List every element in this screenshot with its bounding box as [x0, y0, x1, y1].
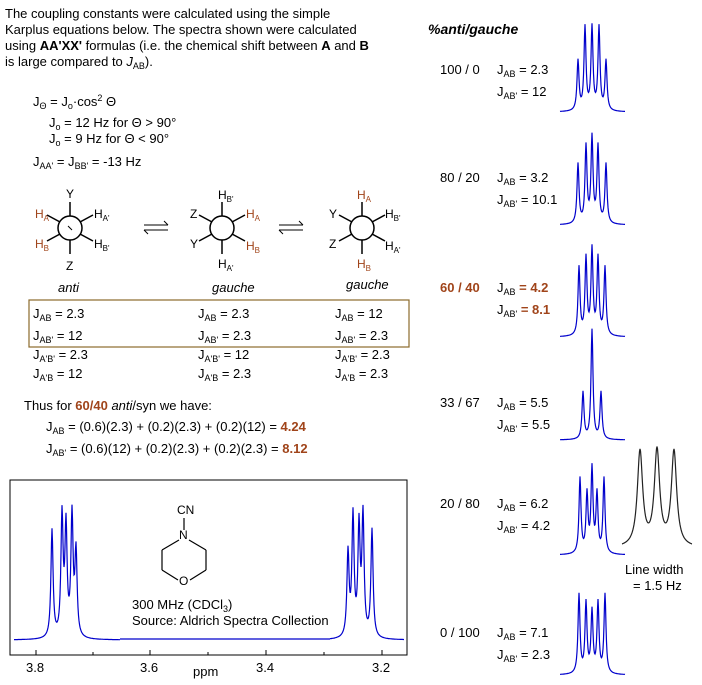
tick-3-4: 3.4: [256, 660, 275, 675]
svg-text:HA: HA: [246, 207, 261, 223]
jtable-cell: JAB = 2.3: [198, 306, 250, 323]
jtable-cell: JAB' = 2.3: [198, 328, 252, 345]
jab-value: JAB = 7.1: [497, 625, 549, 642]
svg-text:HA: HA: [35, 207, 50, 223]
svg-text:HA: HA: [357, 188, 372, 204]
newman-anti: [46, 202, 94, 254]
jtable-cell: JAB = 12: [335, 306, 383, 323]
jaa-equation: JAA' = JBB' = -13 Hz: [33, 154, 142, 171]
svg-text:Y: Y: [190, 237, 198, 251]
jab-value: JAB = 4.2: [497, 280, 549, 297]
calc-jab: JAB = (0.6)(2.3) + (0.2)(2.3) + (0.2)(12…: [46, 419, 306, 436]
svg-text:HB': HB': [94, 237, 110, 253]
intro-line-2: Karplus equations below. The spectra sho…: [5, 22, 357, 37]
label-anti: anti: [58, 280, 79, 295]
ratio-label: 80 / 20: [440, 170, 480, 185]
right-panel-header: %anti/gauche: [428, 21, 519, 37]
jtable-cell: JA'B = 12: [33, 366, 83, 383]
experimental-trace-left: [14, 504, 120, 641]
simulated-spectrum-trace: [560, 132, 625, 225]
svg-text:Y: Y: [329, 207, 337, 221]
jabp-value: JAB' = 10.1: [497, 192, 558, 209]
jabp-value: JAB' = 2.3: [497, 647, 551, 664]
simulated-spectrum-trace: [559, 23, 625, 112]
j0-large-angle: Jo = 12 Hz for Θ > 90°: [49, 115, 177, 132]
structure-n: N: [179, 528, 188, 542]
structure-cn: CN: [177, 503, 195, 517]
tick-3-8: 3.8: [26, 660, 45, 675]
karplus-equation: JΘ = Jo·cos2 Θ: [33, 93, 117, 111]
jab-value: JAB = 6.2: [497, 496, 549, 513]
jtable-cell: JAB' = 2.3: [335, 328, 389, 345]
jtable-cell: JA'B' = 2.3: [335, 347, 390, 364]
intro-line-4: is large compared to JAB).: [5, 54, 153, 71]
calc-jabp: JAB' = (0.6)(12) + (0.2)(2.3) + (0.2)(2.…: [46, 441, 308, 458]
svg-text:HB: HB: [246, 239, 260, 255]
linewidth-inset-bg: [622, 440, 692, 552]
newman-gauche-2: [338, 202, 386, 254]
ratio-label: 0 / 100: [440, 625, 480, 640]
calc-thus: Thus for 60/40 anti/syn we have:: [24, 398, 212, 413]
tick-3-6: 3.6: [140, 660, 159, 675]
equilibrium-arrow-2: [278, 220, 304, 235]
jabp-value: JAB' = 4.2: [497, 518, 551, 535]
jabp-value: JAB' = 5.5: [497, 417, 551, 434]
jab-value: JAB = 3.2: [497, 170, 549, 187]
ratio-label: 33 / 67: [440, 395, 480, 410]
intro-line-1: The coupling constants were calculated u…: [5, 6, 331, 21]
newman-gauche-1: [198, 202, 246, 254]
svg-text:HB: HB: [357, 257, 371, 273]
linewidth-label-2: = 1.5 Hz: [633, 578, 682, 593]
jab-value: JAB = 5.5: [497, 395, 549, 412]
svg-text:HB: HB: [35, 237, 49, 253]
svg-text:HA': HA': [94, 207, 110, 223]
experimental-trace-right: [329, 504, 404, 641]
svg-text:Z: Z: [66, 259, 73, 273]
ratio-label: 100 / 0: [440, 62, 480, 77]
label-gauche-2: gauche: [346, 277, 389, 292]
jtable-cell: JAB = 2.3: [33, 306, 85, 323]
simulated-spectrum-trace: [560, 463, 625, 555]
jtable-cell: JA'B' = 2.3: [33, 347, 88, 364]
spectrum-ticks: [35, 650, 383, 655]
svg-text:HA': HA': [385, 239, 401, 255]
j0-small-angle: Jo = 9 Hz for Θ < 90°: [49, 131, 170, 148]
jtable-cell: JA'B = 2.3: [335, 366, 389, 383]
simulated-spectrum-trace: [560, 328, 625, 441]
intro-line-3: using AA'XX' formulas (i.e. the chemical…: [5, 38, 369, 53]
ratio-label: 60 / 40: [440, 280, 480, 295]
jtable-cell: JAB' = 12: [33, 328, 83, 345]
simulated-spectrum-trace: [560, 244, 626, 337]
jtable-cell: JA'B = 2.3: [198, 366, 252, 383]
intro-text: The coupling constants were calculated u…: [5, 6, 369, 71]
jabp-value: JAB' = 12: [497, 84, 547, 101]
jabp-value: JAB' = 8.1: [497, 302, 551, 319]
spectrum-frame: [9, 479, 408, 656]
svg-text:HB': HB': [218, 188, 234, 204]
jtable-cell: JA'B' = 12: [198, 347, 250, 364]
svg-text:HB': HB': [385, 207, 401, 223]
spectrum-frequency: 300 MHz (CDCl3): [132, 597, 233, 614]
svg-text:Z: Z: [190, 207, 197, 221]
svg-text:HA': HA': [218, 257, 234, 273]
label-gauche-1: gauche: [212, 280, 255, 295]
tick-3-2: 3.2: [372, 660, 391, 675]
structure-o: O: [179, 574, 189, 588]
svg-text:Y: Y: [66, 187, 74, 201]
equilibrium-arrow-1: [143, 220, 169, 235]
jab-value: JAB = 2.3: [497, 62, 549, 79]
svg-text:Z: Z: [329, 237, 336, 251]
simulated-spectrum-trace: [560, 592, 626, 675]
ratio-label: 20 / 80: [440, 496, 480, 511]
linewidth-inset-trace: [621, 446, 693, 545]
spectrum-source: Source: Aldrich Spectra Collection: [132, 613, 329, 628]
linewidth-label-1: Line width: [625, 562, 684, 577]
axis-label-ppm: ppm: [193, 664, 219, 679]
